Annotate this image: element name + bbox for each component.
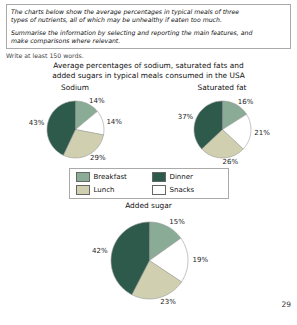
html-text:Average percentages of sodium,: Average percentages of sodium, saturated… [52, 61, 245, 81]
svg-text:42%: 42% [92, 246, 108, 254]
html-text:Lunch: Lunch [93, 185, 115, 194]
html-text:Added sugar: Added sugar [125, 200, 172, 210]
svg-text:14%: 14% [106, 118, 122, 126]
html-text:Saturated fat: Saturated fat [197, 82, 247, 92]
svg-text:16%: 16% [238, 97, 254, 105]
svg-text:29%: 29% [90, 154, 106, 162]
html-text:Snacks: Snacks [169, 185, 195, 194]
svg-text:14%: 14% [89, 97, 105, 105]
svg-text:43%: 43% [29, 118, 45, 126]
html-text:Breakfast: Breakfast [93, 172, 127, 181]
html-text:Write at least 150 words.: Write at least 150 words. [6, 52, 84, 60]
html-text:Summarise the information by s: Summarise the information by selecting a… [11, 28, 253, 36]
html-text:The charts below show the aver: The charts below show the average percen… [11, 8, 240, 15]
html-text:Dinner: Dinner [169, 172, 193, 181]
svg-text:26%: 26% [223, 157, 239, 165]
html-text:Sodium: Sodium [61, 82, 89, 92]
html-text:types of nutrients, all of whi: types of nutrients, all of which may be … [11, 16, 222, 24]
svg-text:37%: 37% [178, 113, 194, 121]
svg-text:19%: 19% [192, 256, 208, 264]
svg-text:23%: 23% [160, 298, 176, 306]
html-text:make comparisons where relevan: make comparisons where relevant. [11, 37, 121, 45]
svg-text:21%: 21% [254, 128, 270, 136]
svg-text:15%: 15% [169, 218, 185, 226]
html-text:29: 29 [281, 299, 291, 309]
